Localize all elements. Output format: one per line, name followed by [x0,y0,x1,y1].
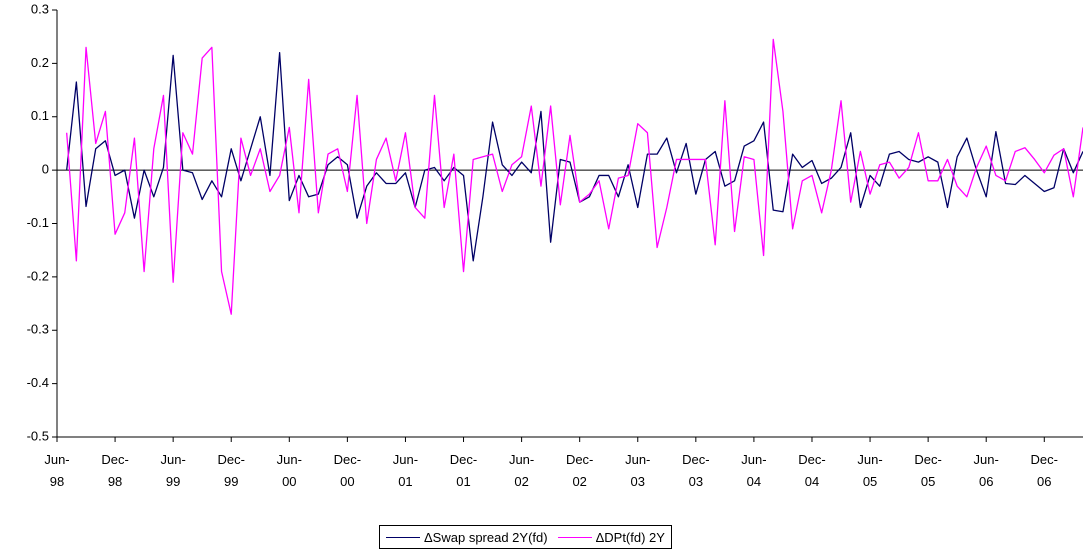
y-tick-label: 0.1 [31,108,49,123]
x-tick-label: Dec-99 [217,452,245,489]
y-tick-label: -0.2 [27,268,49,283]
y-tick-label: -0.4 [27,375,49,390]
series-line [66,38,1083,315]
x-tick-label: Jun-06 [973,452,999,489]
x-tick-label: Dec-05 [914,452,942,489]
x-tick-label: Dec-98 [101,452,129,489]
series-line [66,52,1083,262]
x-tick-label: Dec-01 [449,452,478,489]
x-tick-label: Dec-04 [798,452,826,489]
y-tick-label: 0.3 [31,1,49,16]
legend-swatch [557,536,592,538]
x-tick-label: Jun-05 [857,452,883,489]
x-tick-label: Dec-03 [682,452,710,489]
x-tick-label: Jun-03 [625,452,651,489]
legend-item: ΔSwap spread 2Y(fd) [386,530,548,545]
x-tick-label: Jun-00 [276,452,302,489]
x-tick-label: Dec-00 [333,452,362,489]
x-tick-label: Jun-04 [741,452,767,489]
x-tick-label: Jun-99 [160,452,186,489]
y-tick-label: 0 [42,162,49,177]
x-tick-label: Dec-02 [565,452,594,489]
legend-swatch [386,536,420,538]
y-tick-label: -0.1 [27,215,49,230]
legend-item: ΔDPt(fd) 2Y [557,529,665,545]
y-tick-label: -0.3 [27,322,49,337]
x-tick-label: Jun-02 [508,452,535,489]
legend-label: ΔSwap spread 2Y(fd) [424,529,548,545]
legend-label: ΔDPt(fd) 2Y [595,529,665,545]
y-tick-label: 0.2 [31,55,49,70]
y-tick-label: -0.5 [27,428,49,443]
x-tick-label: Jun-01 [392,452,419,489]
legend: ΔSwap spread 2Y(fd) ΔDPt(fd) 2Y [379,525,672,549]
x-tick-label: Dec-06 [1030,452,1058,489]
x-tick-label: Jun-98 [44,452,70,489]
